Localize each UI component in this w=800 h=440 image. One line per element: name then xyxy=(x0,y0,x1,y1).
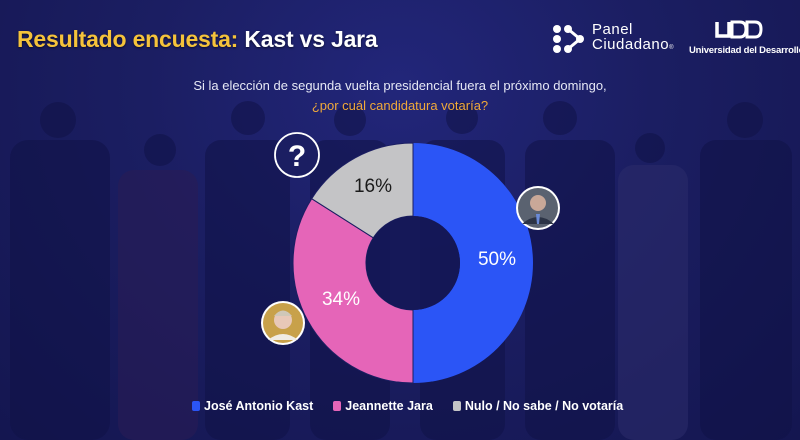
legend-item-kast: José Antonio Kast xyxy=(192,399,313,413)
chart-legend: José Antonio Kast Jeannette Jara Nulo / … xyxy=(192,399,643,413)
panel-logo-line1: Panel xyxy=(592,21,633,38)
svg-text:?: ? xyxy=(288,140,306,173)
title-matchup: Kast vs Jara xyxy=(244,26,378,52)
page-title: Resultado encuesta: Kast vs Jara xyxy=(17,26,378,53)
legend-label-jara: Jeannette Jara xyxy=(345,399,433,413)
survey-question: Si la elección de segunda vuelta preside… xyxy=(0,76,800,116)
question-mark-icon: ? xyxy=(274,132,320,178)
legend-swatch-kast xyxy=(192,401,200,411)
avatar-jara xyxy=(261,301,305,345)
udd-logo: Universidad del Desarrollo xyxy=(689,20,800,56)
label-nulo: 16% xyxy=(354,176,392,197)
slice-kast xyxy=(413,143,533,383)
panel-logo-line2: Ciudadano xyxy=(592,36,670,53)
legend-label-nulo: Nulo / No sabe / No votaría xyxy=(464,399,624,413)
legend-item-jara: Jeannette Jara xyxy=(333,399,433,413)
legend-label-kast: José Antonio Kast xyxy=(204,399,314,413)
question-line2: ¿por cuál candidatura votaría? xyxy=(311,98,489,113)
avatar-kast xyxy=(516,186,560,230)
panel-ciudadano-logo: Panel Ciudadano® xyxy=(552,22,674,56)
donut-hole xyxy=(366,216,460,310)
udd-subtitle: Universidad del Desarrollo xyxy=(689,45,800,56)
udd-mark-icon xyxy=(715,20,763,39)
question-line1: Si la elección de segunda vuelta preside… xyxy=(193,78,607,93)
panel-ciudadano-mark-icon xyxy=(553,25,584,53)
title-accent: Resultado encuesta: xyxy=(17,26,239,52)
legend-swatch-jara xyxy=(333,401,342,411)
label-jara: 34% xyxy=(322,289,360,310)
label-kast: 50% xyxy=(478,249,516,270)
legend-swatch-nulo xyxy=(452,401,461,411)
registered-mark: ® xyxy=(669,45,674,51)
legend-item-nulo: Nulo / No sabe / No votaría xyxy=(452,399,624,413)
